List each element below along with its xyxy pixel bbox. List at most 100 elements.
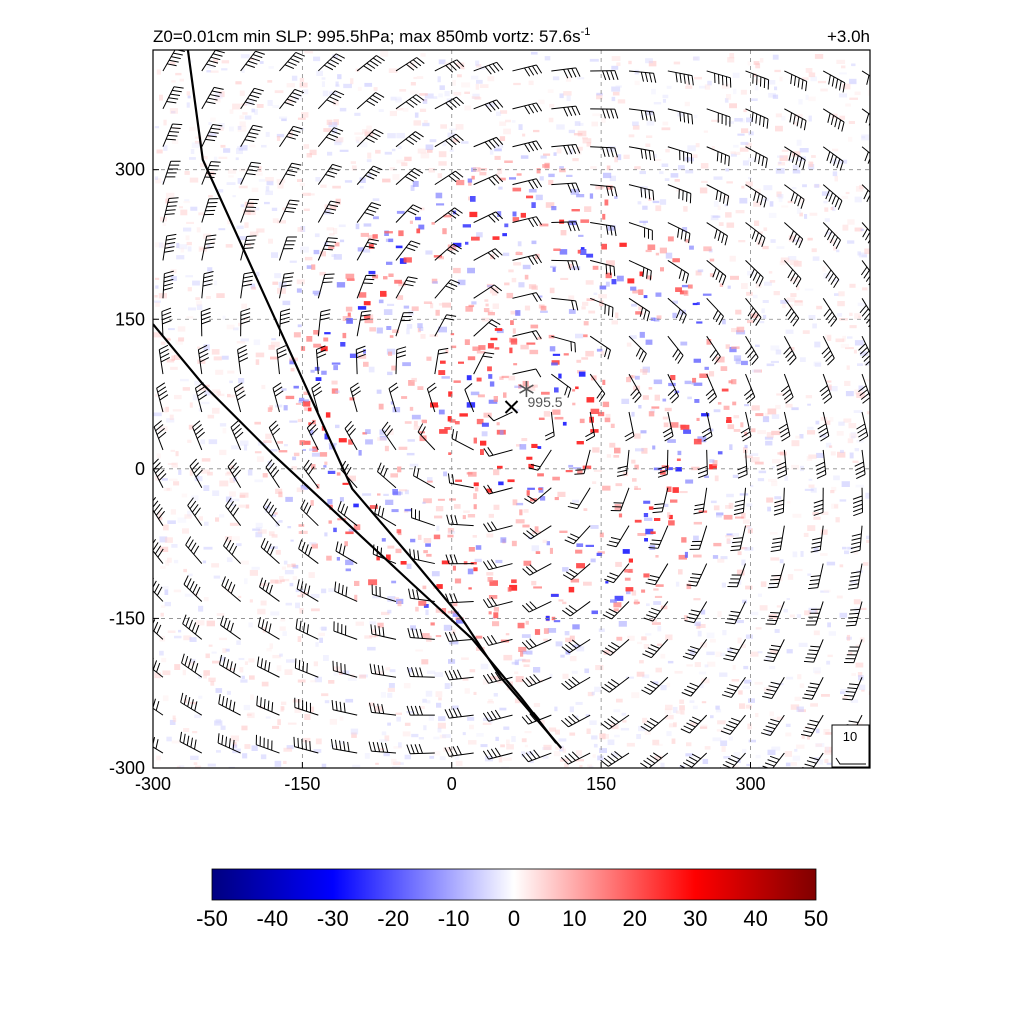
vorticity-cell: [412, 181, 419, 187]
vorticity-cell: [238, 378, 245, 384]
vorticity-cell: [480, 744, 488, 748]
vorticity-cell: [231, 536, 240, 541]
vorticity-cell: [373, 87, 378, 91]
vorticity-cell: [624, 577, 631, 581]
vorticity-cell: [582, 465, 592, 470]
vorticity-cell: [631, 459, 636, 464]
vorticity-cell: [372, 198, 380, 201]
vorticity-cell: [845, 103, 851, 107]
wind-barb: [197, 344, 210, 375]
vorticity-cell: [703, 246, 712, 252]
vorticity-cell: [199, 248, 206, 250]
vorticity-cell: [834, 175, 838, 182]
vorticity-cell: [700, 726, 708, 729]
wind-barb: [706, 146, 730, 167]
title-superscript: -1: [581, 26, 591, 38]
vorticity-cell: [645, 143, 651, 147]
vorticity-cell: [758, 470, 767, 474]
vorticity-cell: [263, 440, 272, 443]
wind-barb: [473, 174, 504, 186]
vorticity-cell: [482, 679, 489, 685]
vorticity-cell: [586, 253, 594, 258]
vorticity-cell: [842, 83, 851, 90]
vorticity-cell: [410, 538, 416, 543]
vorticity-cell: [627, 635, 635, 641]
vorticity-cell: [549, 103, 555, 108]
vorticity-cell: [247, 469, 253, 476]
vorticity-cell: [247, 712, 255, 719]
vorticity-cell: [725, 168, 730, 172]
vorticity-cell: [275, 488, 283, 494]
vorticity-cell: [480, 663, 489, 670]
vorticity-cell: [709, 371, 715, 377]
vorticity-cell: [833, 475, 840, 481]
vorticity-cell: [520, 344, 529, 350]
vorticity-cell: [201, 469, 210, 474]
vorticity-cell: [723, 405, 730, 410]
vorticity-cell: [213, 58, 218, 64]
vorticity-cell: [319, 626, 326, 630]
vorticity-cell: [789, 159, 794, 162]
vorticity-cell: [613, 455, 620, 458]
wind-barb: [311, 382, 323, 413]
vorticity-cell: [564, 631, 570, 636]
vorticity-cell: [313, 343, 322, 348]
colorbar-tick-label: 0: [508, 906, 520, 931]
vorticity-cell: [355, 223, 360, 230]
vorticity-cell: [696, 623, 701, 629]
wind-barb: [218, 694, 241, 716]
wind-barb: [628, 184, 655, 201]
vorticity-cell: [377, 622, 384, 628]
vorticity-cell: [455, 479, 462, 482]
vorticity-cell: [648, 387, 653, 390]
vorticity-cell: [160, 586, 169, 589]
vorticity-cell: [697, 436, 707, 443]
wind-barb: [295, 618, 319, 640]
vorticity-cell: [401, 162, 408, 167]
vorticity-cell: [468, 181, 472, 186]
vorticity-cell: [784, 398, 789, 404]
vorticity-cell: [238, 595, 242, 598]
vorticity-cell: [447, 132, 456, 138]
vorticity-cell: [423, 604, 429, 608]
vorticity-cell: [277, 719, 281, 726]
vorticity-cell: [195, 297, 200, 300]
vorticity-cell: [500, 744, 505, 748]
vorticity-cell: [820, 590, 830, 593]
vorticity-cell: [639, 271, 644, 277]
vorticity-cell: [384, 151, 392, 155]
vorticity-cell: [475, 83, 480, 90]
wind-barb: [156, 382, 169, 413]
vorticity-cell: [511, 736, 516, 742]
wind-barb: [628, 335, 647, 363]
vorticity-cell: [785, 329, 794, 334]
vorticity-cell: [200, 439, 206, 445]
vorticity-cell: [743, 109, 747, 113]
vorticity-cell: [613, 709, 621, 713]
vorticity-cell: [210, 241, 216, 244]
vorticity-cell: [800, 198, 805, 202]
vorticity-cell: [213, 356, 222, 361]
vorticity-cell: [596, 94, 603, 100]
vorticity-cell: [585, 350, 594, 357]
vorticity-cell: [244, 115, 252, 120]
vorticity-cell: [836, 595, 843, 599]
vorticity-cell: [164, 537, 173, 543]
vorticity-cell: [841, 481, 850, 487]
vorticity-cell: [415, 606, 419, 612]
vorticity-cell: [785, 723, 791, 727]
vorticity-cell: [583, 334, 588, 338]
vorticity-cell: [284, 669, 293, 675]
wind-barb: [551, 259, 580, 271]
vorticity-cell: [577, 77, 585, 80]
vorticity-cell: [377, 437, 386, 441]
wind-barb: [371, 584, 397, 602]
vorticity-cell: [419, 93, 428, 96]
vorticity-cell: [731, 765, 739, 768]
vorticity-cell: [621, 398, 630, 404]
vorticity-cell: [807, 403, 811, 406]
vorticity-cell: [315, 377, 322, 381]
vorticity-cell: [613, 608, 619, 612]
vorticity-cell: [597, 551, 605, 554]
vorticity-cell: [787, 574, 794, 580]
